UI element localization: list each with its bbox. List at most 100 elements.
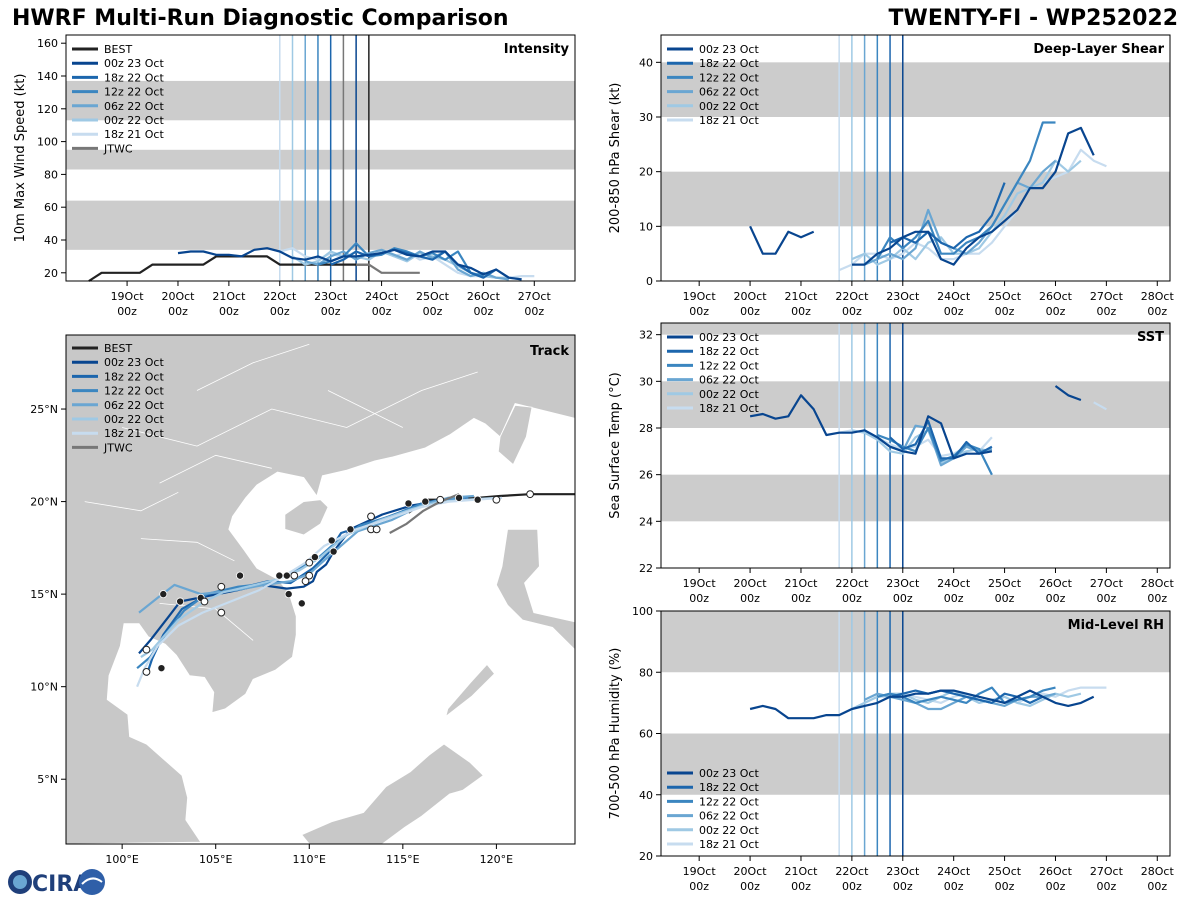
track-line-jtwc bbox=[389, 493, 460, 534]
x-tick-label-hour: 00z bbox=[689, 592, 709, 605]
x-tick-label-date: 21Oct bbox=[784, 290, 818, 303]
x-tick-label-date: 26Oct bbox=[1039, 290, 1073, 303]
y-tick-label: 160 bbox=[37, 37, 58, 50]
x-tick-label-date: 28Oct bbox=[1141, 577, 1175, 590]
x-tick-label-date: 25Oct bbox=[988, 577, 1022, 590]
y-tick-label: 140 bbox=[37, 70, 58, 83]
x-tick-label-date: 24Oct bbox=[365, 290, 399, 303]
y-tick-label: 28 bbox=[639, 422, 653, 435]
x-tick-label-date: 26Oct bbox=[1039, 577, 1073, 590]
x-tick-label-hour: 00z bbox=[944, 592, 964, 605]
track-forecast-marker bbox=[217, 608, 226, 617]
x-tick-label-hour: 00z bbox=[1096, 880, 1116, 893]
main-title: HWRF Multi-Run Diagnostic Comparison bbox=[12, 6, 509, 31]
shading-band bbox=[661, 171, 1170, 227]
track-forecast-marker bbox=[367, 512, 375, 521]
legend-label: 12z 22 Oct bbox=[104, 86, 164, 99]
x-tick-label-date: 24Oct bbox=[937, 577, 971, 590]
y-tick-label: 20 bbox=[44, 267, 58, 280]
lon-tick-label: 100°E bbox=[105, 853, 138, 866]
legend-label: 00z 22 Oct bbox=[104, 413, 164, 426]
x-tick-label-date: 24Oct bbox=[937, 865, 971, 878]
legend-label: 06z 22 Oct bbox=[104, 399, 164, 412]
x-tick-label-date: 21Oct bbox=[784, 577, 818, 590]
lon-tick-label: 120°E bbox=[480, 853, 513, 866]
legend-label: 00z 23 Oct bbox=[699, 331, 759, 344]
series-line-00z-23-oct bbox=[177, 247, 522, 281]
legend-label: 18z 21 Oct bbox=[699, 114, 759, 127]
lon-tick-label: 110°E bbox=[293, 853, 326, 866]
x-tick-label-hour: 00z bbox=[740, 880, 760, 893]
y-tick-label: 30 bbox=[639, 111, 653, 124]
x-tick-label-date: 21Oct bbox=[784, 865, 818, 878]
track-forecast-marker bbox=[526, 490, 534, 499]
track-position-marker bbox=[346, 525, 355, 534]
x-tick-label-hour: 00z bbox=[524, 305, 544, 318]
legend-label: 00z 22 Oct bbox=[699, 100, 759, 113]
legend-label: 06z 22 Oct bbox=[699, 86, 759, 99]
track-forecast-marker bbox=[436, 495, 445, 504]
y-tick-label: 22 bbox=[639, 562, 653, 575]
y-tick-label: 120 bbox=[37, 103, 58, 116]
land-mass bbox=[497, 404, 533, 466]
track-position-marker bbox=[473, 495, 482, 504]
shear-chart: 0 10 20 30 40 19Oct 00z 20Oct 00z 21Oct 00z 22Oct 00… bbox=[608, 34, 1174, 318]
y-axis-label: 10m Max Wind Speed (kt) bbox=[13, 74, 28, 243]
track-position-marker bbox=[157, 664, 166, 673]
track-position-marker bbox=[327, 536, 336, 545]
y-tick-label: 30 bbox=[639, 375, 653, 388]
track-map: 100°E 105°E 110°E 115°E 120°E 5°N 10°N 15°N 20°N… bbox=[30, 334, 576, 866]
legend-label: 18z 22 Oct bbox=[104, 71, 164, 84]
x-tick-label-hour: 00z bbox=[321, 305, 341, 318]
x-tick-label-hour: 00z bbox=[1046, 305, 1066, 318]
x-tick-label-hour: 00z bbox=[995, 305, 1015, 318]
x-tick-label-date: 19Oct bbox=[111, 290, 145, 303]
x-tick-label-hour: 00z bbox=[740, 305, 760, 318]
x-tick-label-hour: 00z bbox=[842, 592, 862, 605]
y-tick-label: 40 bbox=[639, 56, 653, 69]
track-forecast-marker bbox=[200, 597, 209, 606]
x-tick-label-date: 27Oct bbox=[1090, 865, 1124, 878]
x-tick-label-date: 25Oct bbox=[988, 865, 1022, 878]
x-tick-label-hour: 00z bbox=[1096, 592, 1116, 605]
x-tick-label-hour: 00z bbox=[842, 305, 862, 318]
series-line-jtwc bbox=[356, 263, 420, 274]
lat-tick-label: 10°N bbox=[30, 681, 58, 694]
series-line-00z-23-oct bbox=[749, 385, 1082, 460]
cira-logo-wave-icon bbox=[81, 877, 103, 885]
x-tick-label-hour: 00z bbox=[689, 305, 709, 318]
legend-label: 18z 21 Oct bbox=[104, 128, 164, 141]
legend-label: 00z 23 Oct bbox=[699, 43, 759, 56]
x-tick-label-hour: 00z bbox=[270, 305, 290, 318]
map-title: Track bbox=[530, 344, 569, 359]
province-border bbox=[327, 390, 403, 428]
x-tick-label-hour: 00z bbox=[995, 880, 1015, 893]
x-tick-label-hour: 00z bbox=[842, 880, 862, 893]
legend-label: 18z 22 Oct bbox=[104, 370, 164, 383]
y-axis-label: 200-850 hPa Shear (kt) bbox=[608, 83, 623, 234]
province-border bbox=[122, 371, 478, 447]
series-line-12z-22-oct bbox=[876, 121, 1056, 260]
series-line-18z-22-oct bbox=[889, 419, 993, 460]
shading-band bbox=[661, 474, 1170, 522]
y-tick-label: 40 bbox=[44, 234, 58, 247]
track-forecast-marker bbox=[142, 645, 151, 654]
track-clip-group bbox=[66, 335, 575, 844]
series-line-00z-23-oct bbox=[749, 126, 1095, 266]
track-position-marker bbox=[297, 599, 306, 608]
land-mass bbox=[284, 499, 329, 536]
series-line-12z-22-oct bbox=[317, 242, 484, 278]
x-tick-label-hour: 00z bbox=[791, 592, 811, 605]
legend-label: BEST bbox=[104, 43, 132, 56]
legend-label: JTWC bbox=[103, 142, 133, 155]
x-tick-label-date: 23Oct bbox=[886, 865, 920, 878]
sst-chart: 22 24 26 28 30 32 19Oct 00z 20Oct 00z 21Oct 00z 22Oc… bbox=[608, 322, 1175, 605]
x-tick-label-hour: 00z bbox=[791, 880, 811, 893]
x-tick-label-date: 20Oct bbox=[734, 577, 768, 590]
y-tick-label: 0 bbox=[646, 275, 653, 288]
track-position-marker bbox=[421, 497, 430, 506]
shading-band bbox=[66, 200, 575, 250]
x-tick-label-date: 25Oct bbox=[416, 290, 450, 303]
legend-label: 12z 22 Oct bbox=[699, 71, 759, 84]
lat-tick-label: 25°N bbox=[30, 403, 58, 416]
